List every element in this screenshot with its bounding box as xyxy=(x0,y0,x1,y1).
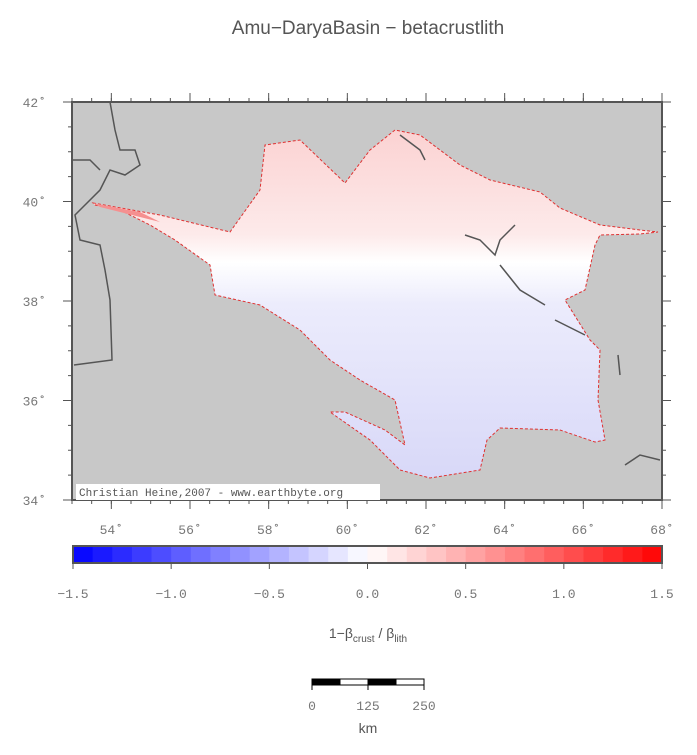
credit-box xyxy=(76,484,380,500)
colorbar-cell xyxy=(288,546,310,563)
colorbar-cell xyxy=(603,546,624,563)
basin-field xyxy=(91,129,659,479)
colorbar-cell xyxy=(622,546,643,563)
lon-tick-label: 68˚ xyxy=(650,523,673,538)
colorbar-tick-label: 0.5 xyxy=(454,587,477,602)
lon-tick-label: 58˚ xyxy=(257,523,280,538)
colorbar-cell xyxy=(308,546,329,563)
high-value-area xyxy=(93,203,160,222)
colorbar-cell xyxy=(269,546,290,563)
colorbar-cell xyxy=(190,546,211,563)
label-sub: crust xyxy=(353,634,375,645)
lat-tick-label: 42˚ xyxy=(23,96,46,111)
lat-tick-label: 40˚ xyxy=(23,196,46,211)
colorbar-cell xyxy=(465,546,486,563)
lon-tick-label: 56˚ xyxy=(178,523,201,538)
credit: Christian Heine,2007 - www.earthbyte.org xyxy=(79,488,343,500)
colorbar-cell xyxy=(171,546,192,563)
lon-tick-label: 60˚ xyxy=(336,523,359,538)
colorbar-cell xyxy=(249,546,270,563)
colorbar-cell xyxy=(210,546,231,563)
colorbar-cell xyxy=(112,546,133,563)
colorbar-cell xyxy=(642,546,663,563)
colorbar-tick-label: 1.0 xyxy=(552,587,575,602)
colorbar-tick-label: 0.0 xyxy=(356,587,379,602)
colorbar-cell xyxy=(328,546,349,563)
lon-tick-label: 62˚ xyxy=(414,523,437,538)
scale-segment xyxy=(311,678,341,686)
scale-segment xyxy=(367,678,397,686)
colorbar-cell xyxy=(73,546,94,563)
colorbar-tick-label: −1.0 xyxy=(156,587,187,602)
colorbar-cell xyxy=(446,546,467,563)
scale-segment xyxy=(339,678,369,686)
colorbar-label: 1−βcrust / βlith xyxy=(329,625,407,645)
label-part: 1−β xyxy=(329,625,353,641)
colorbar-cell xyxy=(92,546,113,563)
colorbar-cell xyxy=(230,546,251,563)
colorbar-tick-label: 1.5 xyxy=(650,587,673,602)
colorbar-cell xyxy=(151,546,172,563)
label-sub: lith xyxy=(394,634,407,645)
colorbar-cell xyxy=(347,546,368,563)
scale-tick-label: 250 xyxy=(412,699,435,714)
colorbar-cell xyxy=(485,546,506,563)
colorbar-tick-label: −0.5 xyxy=(254,587,285,602)
colorbar-cell xyxy=(504,546,526,563)
label-part: / β xyxy=(375,625,395,641)
scale-tick-label: 0 xyxy=(308,699,316,714)
scale-unit: km xyxy=(359,720,378,736)
lon-tick-label: 64˚ xyxy=(493,523,516,538)
colorbar-cell xyxy=(131,546,153,563)
colorbar-cell xyxy=(524,546,545,563)
scale-segment xyxy=(395,678,425,686)
coastlines xyxy=(73,101,661,466)
lon-tick-label: 54˚ xyxy=(100,523,123,538)
colorbar-cell xyxy=(563,546,584,563)
colorbar-cell xyxy=(406,546,427,563)
colorbar-tick-label: −1.5 xyxy=(57,587,88,602)
lat-tick-label: 38˚ xyxy=(23,295,46,310)
colorbar-cell xyxy=(367,546,388,563)
colorbar-cell xyxy=(544,546,565,563)
lon-tick-label: 66˚ xyxy=(572,523,595,538)
colorbar-cell xyxy=(583,546,604,563)
colorbar-cell xyxy=(426,546,447,563)
title: Amu−DaryaBasin − betacrustlith xyxy=(232,18,504,39)
lat-tick-label: 34˚ xyxy=(23,494,46,509)
scale-tick-label: 125 xyxy=(356,699,379,714)
lat-tick-label: 36˚ xyxy=(23,395,46,410)
colorbar-cell xyxy=(387,546,408,563)
